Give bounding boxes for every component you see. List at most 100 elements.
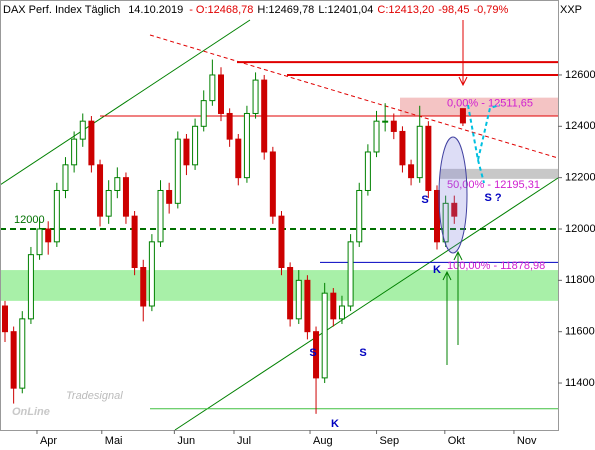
pattern-label: S (359, 347, 366, 359)
x-tick-label: Nov (517, 435, 537, 447)
candle-body (53, 189, 60, 243)
x-tick-label: Okt (448, 435, 465, 447)
candle-body (304, 279, 311, 333)
y-tick-label: 12600 (565, 69, 595, 81)
plot-area: 12000 0,00% - 12511,65 50,00% - 12195,31 10… (0, 19, 559, 431)
candle-body (442, 202, 449, 243)
candle-body (243, 112, 250, 179)
candle-body (330, 292, 337, 320)
fib-label: 50,00% - 12195,31 (447, 179, 540, 191)
fib-label: 0,00% - 12511,65 (447, 98, 533, 110)
header-low: L:12401,04 (318, 4, 373, 16)
y-tick-label: 12200 (565, 172, 595, 184)
y-tick-label: 12400 (565, 120, 595, 132)
date: 14.10.2019 (128, 4, 183, 16)
candle-body (10, 331, 17, 389)
dash: - (189, 4, 193, 16)
candle-body (390, 120, 397, 132)
candle-body (97, 164, 104, 217)
projection-path (467, 104, 501, 184)
candle-body (261, 79, 268, 153)
channel-line (174, 177, 559, 431)
candle-body (364, 151, 371, 191)
fib-label: 100,00% - 11878,98 (447, 260, 545, 272)
candle-body (218, 74, 224, 114)
y-tick-label: 11800 (565, 274, 595, 286)
candle-body (19, 318, 26, 389)
candle-body (235, 138, 242, 179)
header-close: C:12413,20 (377, 4, 434, 16)
level-label: 12000 (14, 214, 45, 226)
candle-body (278, 215, 285, 268)
candle-body (114, 177, 121, 191)
candle-body (27, 254, 34, 320)
candle-body (192, 125, 199, 166)
watermark: OnLine (12, 406, 50, 418)
candle-body (451, 202, 458, 217)
candle-body (122, 177, 129, 217)
candle-body (373, 120, 380, 153)
channel-line (0, 19, 251, 186)
candle-body (166, 189, 173, 204)
candle-body (356, 189, 363, 243)
title: DAX Perf. Index Täglich (3, 4, 120, 16)
arrow (453, 250, 463, 345)
header-open: O:12468,78 (196, 4, 254, 16)
candle-body (140, 266, 147, 307)
candle-body (399, 130, 406, 166)
header-change: -98,45 (438, 4, 469, 16)
y-tick-label: 12000 (565, 223, 595, 235)
candle-body (347, 241, 354, 307)
candle-body (200, 100, 207, 127)
pattern-label: S (309, 347, 316, 359)
candle-body (79, 120, 86, 140)
axis-code: XXP (560, 4, 582, 16)
candle-body (209, 74, 216, 102)
candle-body (459, 108, 466, 124)
x-tick-label: Aug (313, 435, 333, 447)
candle-body (313, 331, 320, 379)
candle-body (2, 305, 8, 333)
candle-body (148, 241, 155, 307)
candle-body (226, 112, 233, 140)
candle-body (408, 164, 415, 179)
header: DAX Perf. Index Täglich 14.10.2019- O:1246… (3, 4, 509, 16)
candle-body (36, 228, 43, 256)
plot-border (0, 0, 559, 431)
candle-body (45, 228, 52, 243)
candle-body (338, 305, 345, 320)
candle-body (131, 215, 138, 268)
x-tick-label: Jul (237, 435, 251, 447)
fib-box (400, 97, 558, 117)
candle-body (321, 292, 328, 379)
x-tick-label: Jun (177, 435, 195, 447)
candle-body (88, 120, 95, 166)
candle-body (105, 189, 112, 217)
candle-body (157, 189, 164, 243)
pattern-label: K (433, 264, 441, 276)
y-tick-label: 11400 (565, 377, 595, 389)
candle-body (425, 125, 432, 191)
candle-body (62, 164, 69, 191)
candle-body (71, 138, 78, 166)
candle-body (382, 120, 389, 123)
candle-body (183, 138, 190, 166)
arrow (442, 270, 452, 365)
candle-body (269, 151, 276, 217)
pattern-label: K (331, 418, 339, 430)
candle-body (295, 279, 302, 320)
fib-box (440, 168, 558, 179)
pattern-label: S (421, 194, 428, 206)
watermark: Tradesignal (66, 390, 123, 402)
header-change-pct: -0,79% (473, 4, 508, 16)
x-tick-label: Sep (380, 435, 400, 447)
candle-body (416, 125, 423, 179)
candle-body (174, 138, 181, 204)
pattern-label: S ? (484, 192, 501, 204)
x-tick-label: Mai (105, 435, 123, 447)
header-high: H:12469,78 (257, 4, 314, 16)
x-tick-label: Apr (40, 435, 57, 447)
candle-body (252, 79, 259, 114)
